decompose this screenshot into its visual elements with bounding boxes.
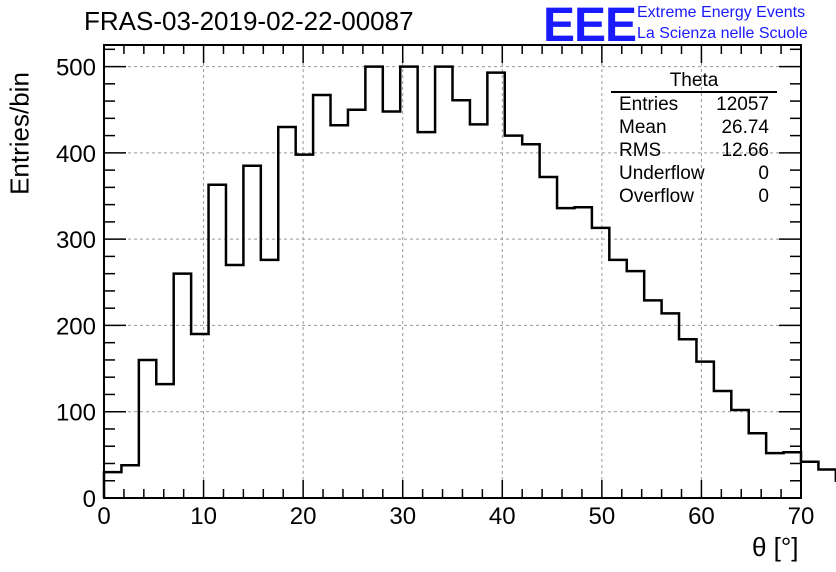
- x-tick-label: 70: [788, 503, 815, 530]
- y-axis-label: Entries/bin: [4, 72, 35, 195]
- x-tick-label: 10: [190, 503, 217, 530]
- x-tick-label: 0: [97, 503, 110, 530]
- x-axis-label: θ [°]: [752, 532, 799, 562]
- stats-label: Mean: [619, 117, 667, 138]
- x-tick-label: 60: [688, 503, 715, 530]
- stats-row-overflow: Overflow 0: [611, 185, 777, 208]
- y-tick-label: 500: [56, 55, 96, 82]
- y-tick-label: 200: [56, 313, 96, 340]
- logo-text-line2: La Scienza nelle Scuole: [637, 25, 808, 42]
- stats-label: Underflow: [619, 163, 705, 184]
- stats-row-rms: RMS 12.66: [611, 139, 777, 162]
- stats-value: 12.66: [721, 140, 769, 161]
- y-tick-label: 300: [56, 227, 96, 254]
- stats-value: 12057: [716, 94, 769, 115]
- stats-label: Overflow: [619, 186, 694, 207]
- y-tick-label: 400: [56, 141, 96, 168]
- logo-text-line1: Extreme Energy Events: [637, 4, 806, 21]
- x-tick-label: 40: [489, 503, 516, 530]
- stats-row-underflow: Underflow 0: [611, 162, 777, 185]
- eee-logo-mark: EEE: [543, 0, 637, 52]
- x-tick-label: 20: [290, 503, 317, 530]
- stats-value: 0: [758, 186, 769, 207]
- y-tick-label: 100: [56, 400, 96, 427]
- plot-frame: [103, 44, 802, 499]
- axis-ticks: [103, 45, 802, 499]
- x-tick-label: 50: [589, 503, 616, 530]
- stats-box: Theta Entries 12057 Mean 26.74 RMS 12.66…: [611, 70, 777, 208]
- chart-title: FRAS-03-2019-02-22-00087: [84, 6, 414, 36]
- stats-label: Entries: [619, 94, 679, 115]
- stats-value: 26.74: [721, 117, 769, 138]
- stats-row-entries: Entries 12057: [611, 93, 777, 116]
- stats-label: RMS: [619, 140, 662, 161]
- stats-row-mean: Mean 26.74: [611, 116, 777, 139]
- y-tick-label: 0: [83, 486, 96, 513]
- stats-title: Theta: [611, 70, 777, 93]
- tick-labels: 0 10 20 30 40 50 60 70 0 100 200 300 400 500: [56, 55, 814, 530]
- histogram-outline: [102, 65, 836, 498]
- x-tick-label: 30: [389, 503, 416, 530]
- stats-value: 0: [758, 163, 769, 184]
